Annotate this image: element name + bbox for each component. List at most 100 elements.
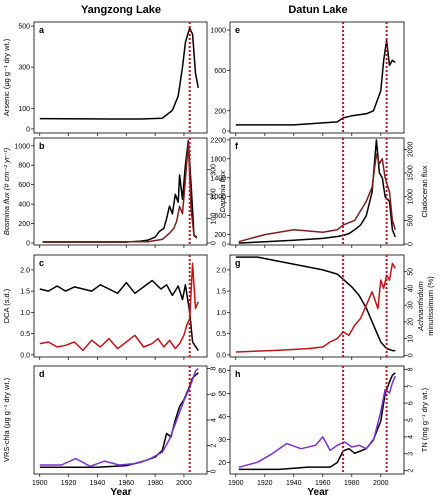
series-line-purple	[39, 368, 199, 468]
panel-letter: d	[39, 369, 45, 379]
y-tick-label-left: 1800	[210, 156, 226, 163]
y-tick-label-left: 0	[26, 126, 30, 133]
y-tick-label-left: 2.0	[216, 267, 226, 274]
panel-frame	[229, 21, 405, 134]
y-axis-label-right: Cladoceran flux	[420, 165, 429, 217]
panel-frame	[229, 254, 405, 358]
y-tick-label-left: 500	[18, 24, 30, 31]
y-tick-label-left: 300	[18, 65, 30, 72]
x-tick-label: 1980	[344, 480, 360, 487]
y-axis-label-left: Arsenic (μg g⁻¹ dry wt.)	[2, 38, 11, 116]
y-tick-label-left: 1.5	[20, 289, 30, 296]
series-line-black	[39, 27, 200, 120]
y-tick-label-right: 300	[211, 164, 218, 176]
panel-d: 1900 1920 1940 1960 1980 2000 0 2 4 6 8 VRS-chla (μ…	[2, 365, 218, 487]
y-tick-label-right: 6	[408, 401, 415, 405]
y-tick-label-right: 0	[211, 469, 218, 473]
y-tick-label-right: 30	[408, 301, 415, 309]
y-tick-label-left: 800	[18, 163, 30, 170]
y-axis-label-left: VRS-chla (μg g⁻¹ dry wt.)	[2, 377, 11, 462]
panel-c: 0.0 0.5 1.0 1.5 2.0 DCA (s.d.) c	[2, 254, 208, 360]
y-tick-label-right: 20	[408, 318, 415, 326]
panel-frame	[33, 21, 208, 134]
x-tick-label: 1900	[32, 480, 48, 487]
y-tick-label-right: 2	[408, 469, 415, 473]
y-tick-label-right: 8	[211, 367, 218, 371]
series-line-red	[39, 262, 199, 352]
x-tick-label: 1900	[228, 480, 244, 487]
y-tick-label-right: 2000	[408, 141, 415, 157]
y-tick-label-left: 600	[214, 68, 226, 75]
panel-b: 0 200 400 600 800 1000 0 100 200 300 Bosmina flux …	[2, 137, 227, 248]
y-axis-label-left: Bosmina flux (# cm⁻² yr⁻¹)	[2, 147, 11, 235]
y-tick-label-left: 1400	[210, 175, 226, 182]
y-tick-label-left: 0	[26, 241, 30, 248]
y-tick-label-right: 0	[211, 241, 218, 245]
y-tick-label-left: 600	[214, 213, 226, 220]
y-tick-label-left: 0.0	[20, 352, 30, 359]
y-tick-label-right: 100	[211, 213, 218, 225]
x-axis-label-left: Year	[110, 487, 131, 498]
column-title-right: Datun Lake	[288, 4, 347, 16]
x-tick-label: 2000	[373, 480, 389, 487]
panel-e: 0 200 600 1000 e	[210, 21, 405, 136]
panel-letter: a	[39, 25, 45, 35]
series-line-red	[235, 262, 396, 353]
x-tick-label: 1960	[118, 480, 134, 487]
panel-letter: g	[235, 258, 241, 268]
y-tick-label-right: 0	[408, 242, 415, 246]
x-tick-label: 1980	[147, 480, 163, 487]
y-tick-label-right: 50	[408, 268, 415, 276]
y-tick-label-right: 10	[408, 335, 415, 343]
y-tick-label-left: 1.0	[20, 310, 30, 317]
y-tick-label-left: 1.5	[216, 289, 226, 296]
y-tick-label-left: 0.5	[20, 331, 30, 338]
y-tick-label-left: 2.0	[20, 267, 30, 274]
x-tick-label: 2000	[176, 480, 192, 487]
panel-frame	[33, 365, 208, 475]
y-tick-label-right: 7	[408, 384, 415, 388]
column-title-left: Yangzong Lake	[81, 4, 161, 16]
y-tick-label-right: 500	[408, 214, 415, 226]
y-tick-label-right: 4	[211, 418, 218, 422]
y-tick-label-left: 0	[222, 128, 226, 135]
x-tick-label: 1920	[61, 480, 77, 487]
y-tick-label-right: 1000	[408, 189, 415, 205]
y-axis-label-right: Achnanthidium	[416, 281, 425, 332]
series-line-maroon	[238, 153, 397, 243]
y-tick-label-right: 200	[211, 188, 218, 200]
y-tick-label-right: 3	[408, 452, 415, 456]
panel-a: 0 100 300 500 Arsenic (μg g⁻¹ dry wt.) a	[2, 21, 208, 136]
y-tick-label-right: 0	[408, 353, 415, 357]
y-tick-label-right: 5	[408, 418, 415, 422]
y-tick-label-left: 1.0	[216, 310, 226, 317]
series-line-black	[238, 139, 396, 244]
y-tick-label-right: 8	[408, 367, 415, 371]
panel-letter: f	[235, 141, 239, 151]
y-axis-label-right: minutissimum (%)	[426, 276, 435, 336]
y-tick-label-left: 200	[214, 108, 226, 115]
panel-frame	[229, 137, 405, 246]
y-axis-label-right: Daphnia flux	[218, 170, 227, 212]
x-tick-label: 1960	[315, 480, 331, 487]
y-tick-label-left: 200	[214, 232, 226, 239]
series-line-black	[39, 372, 199, 469]
y-tick-label-left: 30	[218, 437, 226, 444]
panel-f: 020060010001400180022000500100015002000C…	[210, 137, 429, 248]
y-tick-label-left: 200	[18, 221, 30, 228]
y-tick-label-left: 400	[18, 202, 30, 209]
y-tick-label-left: 600	[18, 182, 30, 189]
panel-letter: h	[235, 369, 241, 379]
x-axis-label-right: Year	[307, 487, 328, 498]
x-tick-label: 1940	[90, 480, 106, 487]
y-tick-label-right: 4	[408, 435, 415, 439]
y-axis-label-right: TN (mg g⁻¹ dry wt.)	[420, 387, 429, 452]
y-tick-label-left: 1000	[14, 143, 30, 150]
y-tick-label-left: 0.0	[216, 352, 226, 359]
series-line-black	[238, 372, 396, 471]
y-tick-label-right: 1500	[408, 165, 415, 181]
y-tick-label-right: 40	[408, 284, 415, 292]
